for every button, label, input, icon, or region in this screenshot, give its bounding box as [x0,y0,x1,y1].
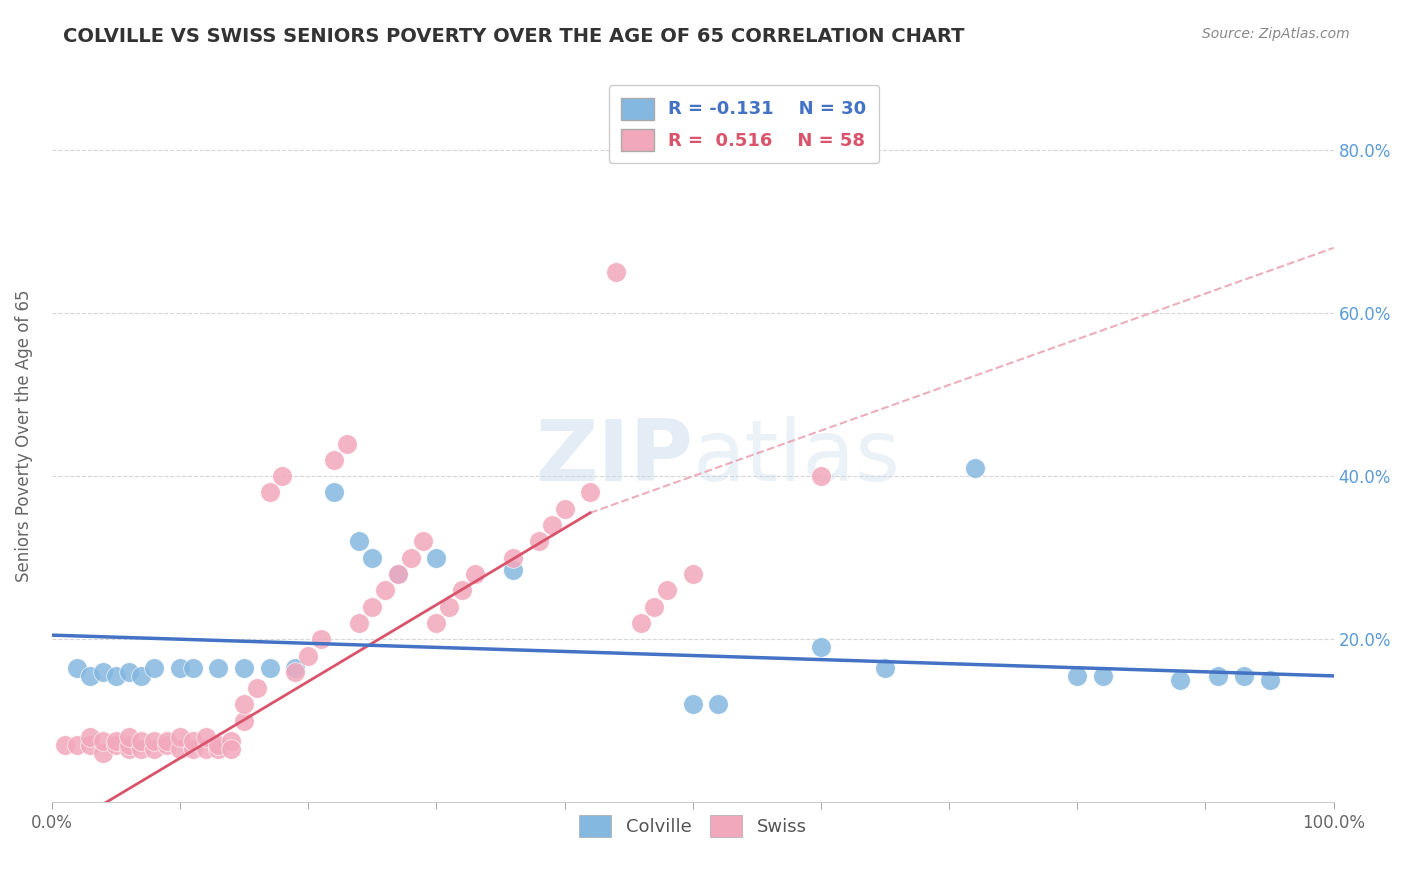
Point [349,615,371,630]
Point [502,563,524,577]
Point [655,583,678,598]
Point [156,738,179,752]
Point [219,734,242,748]
Point [181,661,204,675]
Point [131,669,153,683]
Point [387,566,409,581]
Point [53,738,76,752]
Point [246,681,269,695]
Point [451,583,474,598]
Point [66,738,89,752]
Point [131,742,153,756]
Point [707,698,730,712]
Point [682,698,704,712]
Point [143,661,166,675]
Point [322,485,344,500]
Point [810,640,832,655]
Point [259,485,281,500]
Text: Source: ZipAtlas.com: Source: ZipAtlas.com [1202,27,1350,41]
Point [91,734,114,748]
Point [1091,669,1114,683]
Point [553,501,575,516]
Point [79,669,101,683]
Point [540,518,562,533]
Point [873,661,896,675]
Point [1206,669,1229,683]
Text: COLVILLE VS SWISS SENIORS POVERTY OVER THE AGE OF 65 CORRELATION CHART: COLVILLE VS SWISS SENIORS POVERTY OVER T… [63,27,965,45]
Point [387,566,409,581]
Point [322,453,344,467]
Text: atlas: atlas [693,416,901,499]
Point [156,734,179,748]
Point [399,550,422,565]
Point [233,698,256,712]
Point [118,665,141,679]
Point [361,599,384,614]
Point [219,742,242,756]
Point [682,566,704,581]
Point [91,665,114,679]
Point [425,615,447,630]
Point [1168,673,1191,687]
Point [259,661,281,675]
Point [118,730,141,744]
Point [169,661,191,675]
Point [579,485,602,500]
Point [1066,669,1088,683]
Point [207,738,229,752]
Point [143,742,166,756]
Point [464,566,486,581]
Point [118,738,141,752]
Point [181,742,204,756]
Point [1233,669,1256,683]
Point [143,734,166,748]
Point [605,265,627,279]
Point [169,742,191,756]
Point [181,734,204,748]
Point [118,742,141,756]
Point [297,648,319,663]
Text: ZIP: ZIP [534,416,693,499]
Point [309,632,332,647]
Point [963,461,986,475]
Point [233,661,256,675]
Point [104,669,127,683]
Point [643,599,665,614]
Point [66,661,89,675]
Point [207,742,229,756]
Legend: Colville, Swiss: Colville, Swiss [572,808,814,845]
Point [131,734,153,748]
Point [412,534,434,549]
Y-axis label: Seniors Poverty Over the Age of 65: Seniors Poverty Over the Age of 65 [15,289,32,582]
Point [104,734,127,748]
Point [374,583,396,598]
Point [527,534,550,549]
Point [1258,673,1281,687]
Point [425,550,447,565]
Point [810,469,832,483]
Point [336,436,359,450]
Point [502,550,524,565]
Point [169,730,191,744]
Point [79,730,101,744]
Point [207,661,229,675]
Point [284,661,307,675]
Point [271,469,294,483]
Point [79,738,101,752]
Point [349,534,371,549]
Point [91,747,114,761]
Point [194,730,217,744]
Point [233,714,256,728]
Point [284,665,307,679]
Point [630,615,652,630]
Point [104,738,127,752]
Point [361,550,384,565]
Point [437,599,460,614]
Point [194,742,217,756]
